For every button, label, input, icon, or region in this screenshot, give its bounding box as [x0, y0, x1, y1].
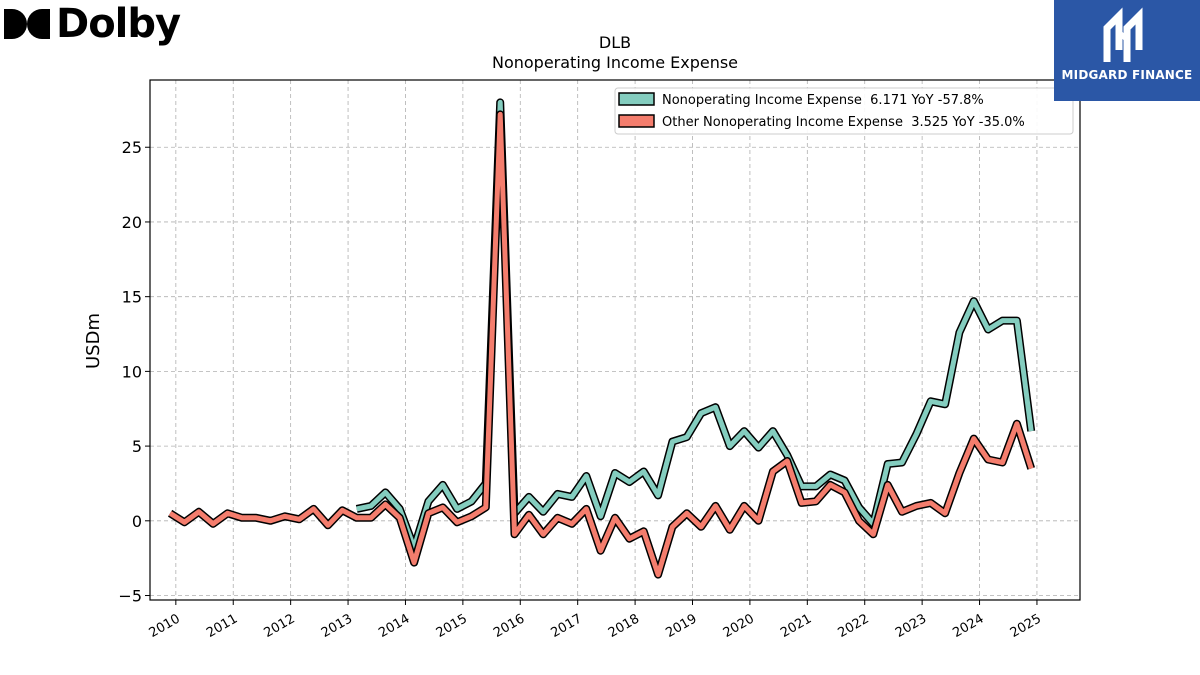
grid-lines: [150, 80, 1080, 600]
dolby-logo: Dolby: [4, 1, 181, 47]
series-lines: [167, 98, 1036, 579]
x-tick-label: 2019: [663, 611, 699, 641]
y-tick-label: 15: [122, 288, 142, 307]
x-tick-label: 2018: [606, 611, 642, 641]
x-tick-label: 2010: [147, 611, 183, 641]
legend-label-series2: Other Nonoperating Income Expense 3.525 …: [662, 115, 1025, 130]
y-tick-label: −5: [118, 587, 142, 606]
legend: Nonoperating Income Expense 6.171 YoY -5…: [614, 87, 1074, 135]
series-1-line: [356, 99, 1034, 551]
chart-subtitle: Nonoperating Income Expense: [492, 53, 738, 72]
x-tick-label: 2013: [319, 611, 355, 641]
x-tick-label: 2011: [204, 611, 240, 641]
series-2-line: [168, 111, 1034, 578]
legend-label-series1: Nonoperating Income Expense 6.171 YoY -5…: [662, 93, 984, 108]
y-axis-label: USDm: [83, 313, 104, 369]
plot-frame: [149, 79, 1081, 601]
series-1-outline: [355, 98, 1036, 552]
y-tick-label: 0: [132, 512, 142, 531]
x-tick-label: 2012: [261, 611, 297, 641]
watermark-text: MIDGARD FINANCE: [1061, 68, 1193, 82]
x-tick-label: 2016: [491, 611, 527, 641]
y-tick-label: 10: [122, 362, 142, 381]
legend-box: [614, 87, 1074, 135]
midgard-finance-watermark: MIDGARD FINANCE: [1054, 0, 1200, 101]
x-tick-label: 2025: [1008, 611, 1044, 641]
y-tick-label: 5: [132, 437, 142, 456]
legend-swatch-series1: [618, 92, 655, 106]
x-tick-label: 2017: [549, 611, 585, 641]
x-tick-label: 2024: [950, 611, 986, 641]
x-tick-label: 2014: [376, 611, 412, 641]
dolby-wordmark: Dolby: [56, 1, 181, 47]
y-tick-label: 25: [122, 138, 142, 157]
legend-swatch-series2: [618, 114, 655, 128]
y-tick-label: 20: [122, 213, 142, 232]
x-tick-label: 2023: [893, 611, 929, 641]
x-tick-label: 2015: [434, 611, 470, 641]
x-tick-label: 2020: [721, 611, 757, 641]
x-tick-label: 2022: [836, 611, 872, 641]
chart-title: DLB: [599, 33, 631, 52]
x-tick-label: 2021: [778, 611, 814, 641]
midgard-m-icon: [1103, 7, 1143, 62]
dolby-double-d-icon: [4, 9, 50, 39]
